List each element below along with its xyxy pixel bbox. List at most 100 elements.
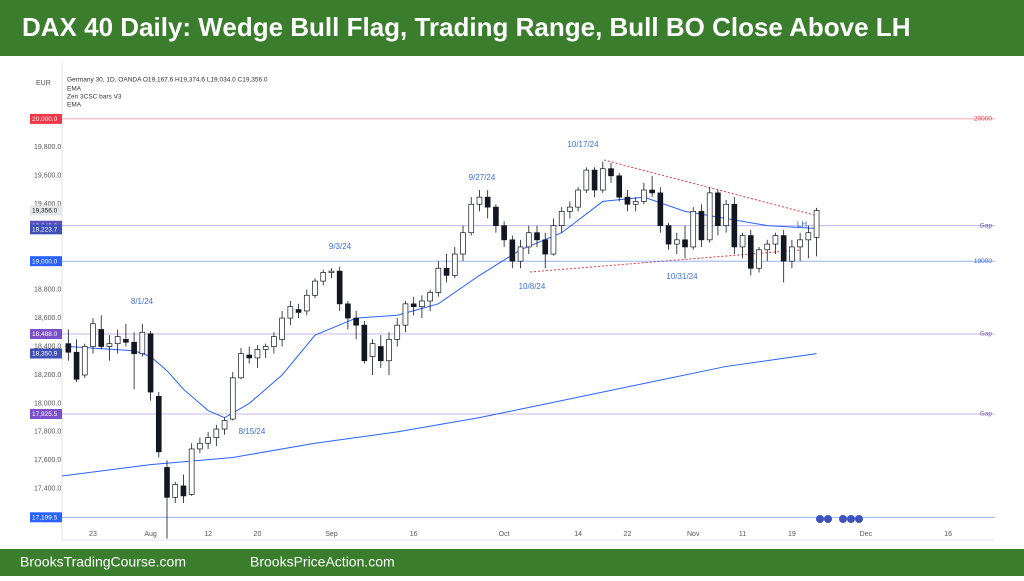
candle-body <box>213 428 220 438</box>
candle-body <box>591 169 598 191</box>
candle-body <box>534 232 540 241</box>
x-tick-label: 19 <box>788 531 796 538</box>
candle-body <box>476 196 483 205</box>
candle-body <box>320 272 327 282</box>
candle-body <box>303 294 310 312</box>
indicator-name: EMA <box>67 102 82 109</box>
candle-body <box>106 343 113 347</box>
candle-body <box>509 239 516 262</box>
candle-body <box>90 323 96 347</box>
candle-body <box>723 203 729 226</box>
candle-body <box>772 235 779 245</box>
y-tick-label: 19,600.0 <box>34 173 61 180</box>
candle-body <box>410 303 417 308</box>
candle-body <box>361 324 368 362</box>
annotation: 10/17/24 <box>567 140 599 149</box>
x-tick-label: 14 <box>574 531 582 538</box>
level-label: 19000 <box>974 258 992 265</box>
candle-body <box>123 339 129 343</box>
candle-body <box>164 467 170 498</box>
candle-body <box>673 239 680 245</box>
x-tick-label: 11 <box>739 531 746 538</box>
y-tick-label: 18,200.0 <box>34 372 61 379</box>
candle-body <box>262 346 269 350</box>
candle-body <box>780 235 787 262</box>
level-label: Gap <box>980 222 993 229</box>
candle-body <box>706 192 713 241</box>
candle-body <box>813 210 820 238</box>
candle-body <box>460 232 466 255</box>
candle-body <box>443 267 450 276</box>
candle-body <box>632 201 639 205</box>
candle-body <box>698 211 705 241</box>
candle-body <box>435 267 442 293</box>
candle-body <box>180 485 187 497</box>
indicator-name: EMA <box>67 86 82 93</box>
candle-body <box>345 303 351 319</box>
candle-body <box>690 211 697 248</box>
annotation: 10/8/24 <box>519 282 546 291</box>
candle-body <box>805 232 812 241</box>
annotation: 9/27/24 <box>469 173 496 182</box>
price-label-box <box>30 348 62 359</box>
x-tick-label: Oct <box>499 531 510 538</box>
candle-body <box>484 196 491 208</box>
candle-body <box>221 420 228 430</box>
y-tick-label: 18,600.0 <box>34 315 61 322</box>
candle-body <box>657 192 664 226</box>
candle-body <box>114 336 121 345</box>
candle-body <box>246 354 253 359</box>
candle-body <box>747 235 754 269</box>
candle-body <box>468 203 475 234</box>
y-tick-label: 19,400.0 <box>34 201 61 208</box>
candle-body <box>394 324 401 340</box>
candle-body <box>336 270 343 305</box>
price-label-box <box>30 224 62 235</box>
price-label-box <box>30 409 62 420</box>
annotation: 8/1/24 <box>131 297 154 306</box>
candle-body <box>575 189 581 208</box>
candle-body <box>641 189 647 202</box>
y-tick-label: 17,400.0 <box>34 486 61 493</box>
candle-body <box>369 343 376 357</box>
candle-body <box>624 196 631 205</box>
level-label: Gap <box>980 411 993 418</box>
candle-body <box>542 239 549 255</box>
price-label: 18,350.9 <box>32 351 58 358</box>
symbol-info: Germany 30, 1D, OANDA O19,167.6 H19,374.… <box>67 77 268 84</box>
candle-body <box>254 349 261 359</box>
wedge-line <box>529 249 801 273</box>
chart-title: DAX 40 Daily: Wedge Bull Flag, Trading R… <box>22 12 910 42</box>
candle-body <box>493 206 499 226</box>
price-label: 17,199.5 <box>32 515 58 522</box>
candle-body <box>517 246 524 262</box>
candle-body <box>649 189 655 194</box>
y-tick-label: 18,400.0 <box>34 343 61 350</box>
candle-body <box>271 336 277 347</box>
candle-body <box>279 317 285 340</box>
price-label-box <box>30 256 62 267</box>
annotation: 9/3/24 <box>329 242 352 251</box>
candle-body <box>501 225 507 241</box>
candle-body <box>739 235 746 248</box>
candle-body <box>764 243 771 251</box>
candle-body <box>715 192 721 226</box>
x-tick-label: Sep <box>325 531 338 538</box>
x-tick-label: 12 <box>204 531 212 538</box>
x-tick-label: Dec <box>860 531 873 538</box>
candle-body <box>205 437 211 444</box>
candle-body <box>197 442 203 450</box>
annotation: 10/31/24 <box>666 272 698 281</box>
candle-body <box>665 225 672 245</box>
y-tick-label: 17,800.0 <box>34 429 61 436</box>
candle-body <box>608 168 614 177</box>
candle-body <box>731 203 738 248</box>
candle-body <box>525 232 532 248</box>
x-tick-label: 16 <box>410 531 418 538</box>
candle-body <box>567 206 573 212</box>
header-bar <box>0 0 1024 56</box>
x-tick-label: Aug <box>144 531 157 538</box>
candle-body <box>287 306 294 319</box>
ema-line <box>68 196 817 419</box>
